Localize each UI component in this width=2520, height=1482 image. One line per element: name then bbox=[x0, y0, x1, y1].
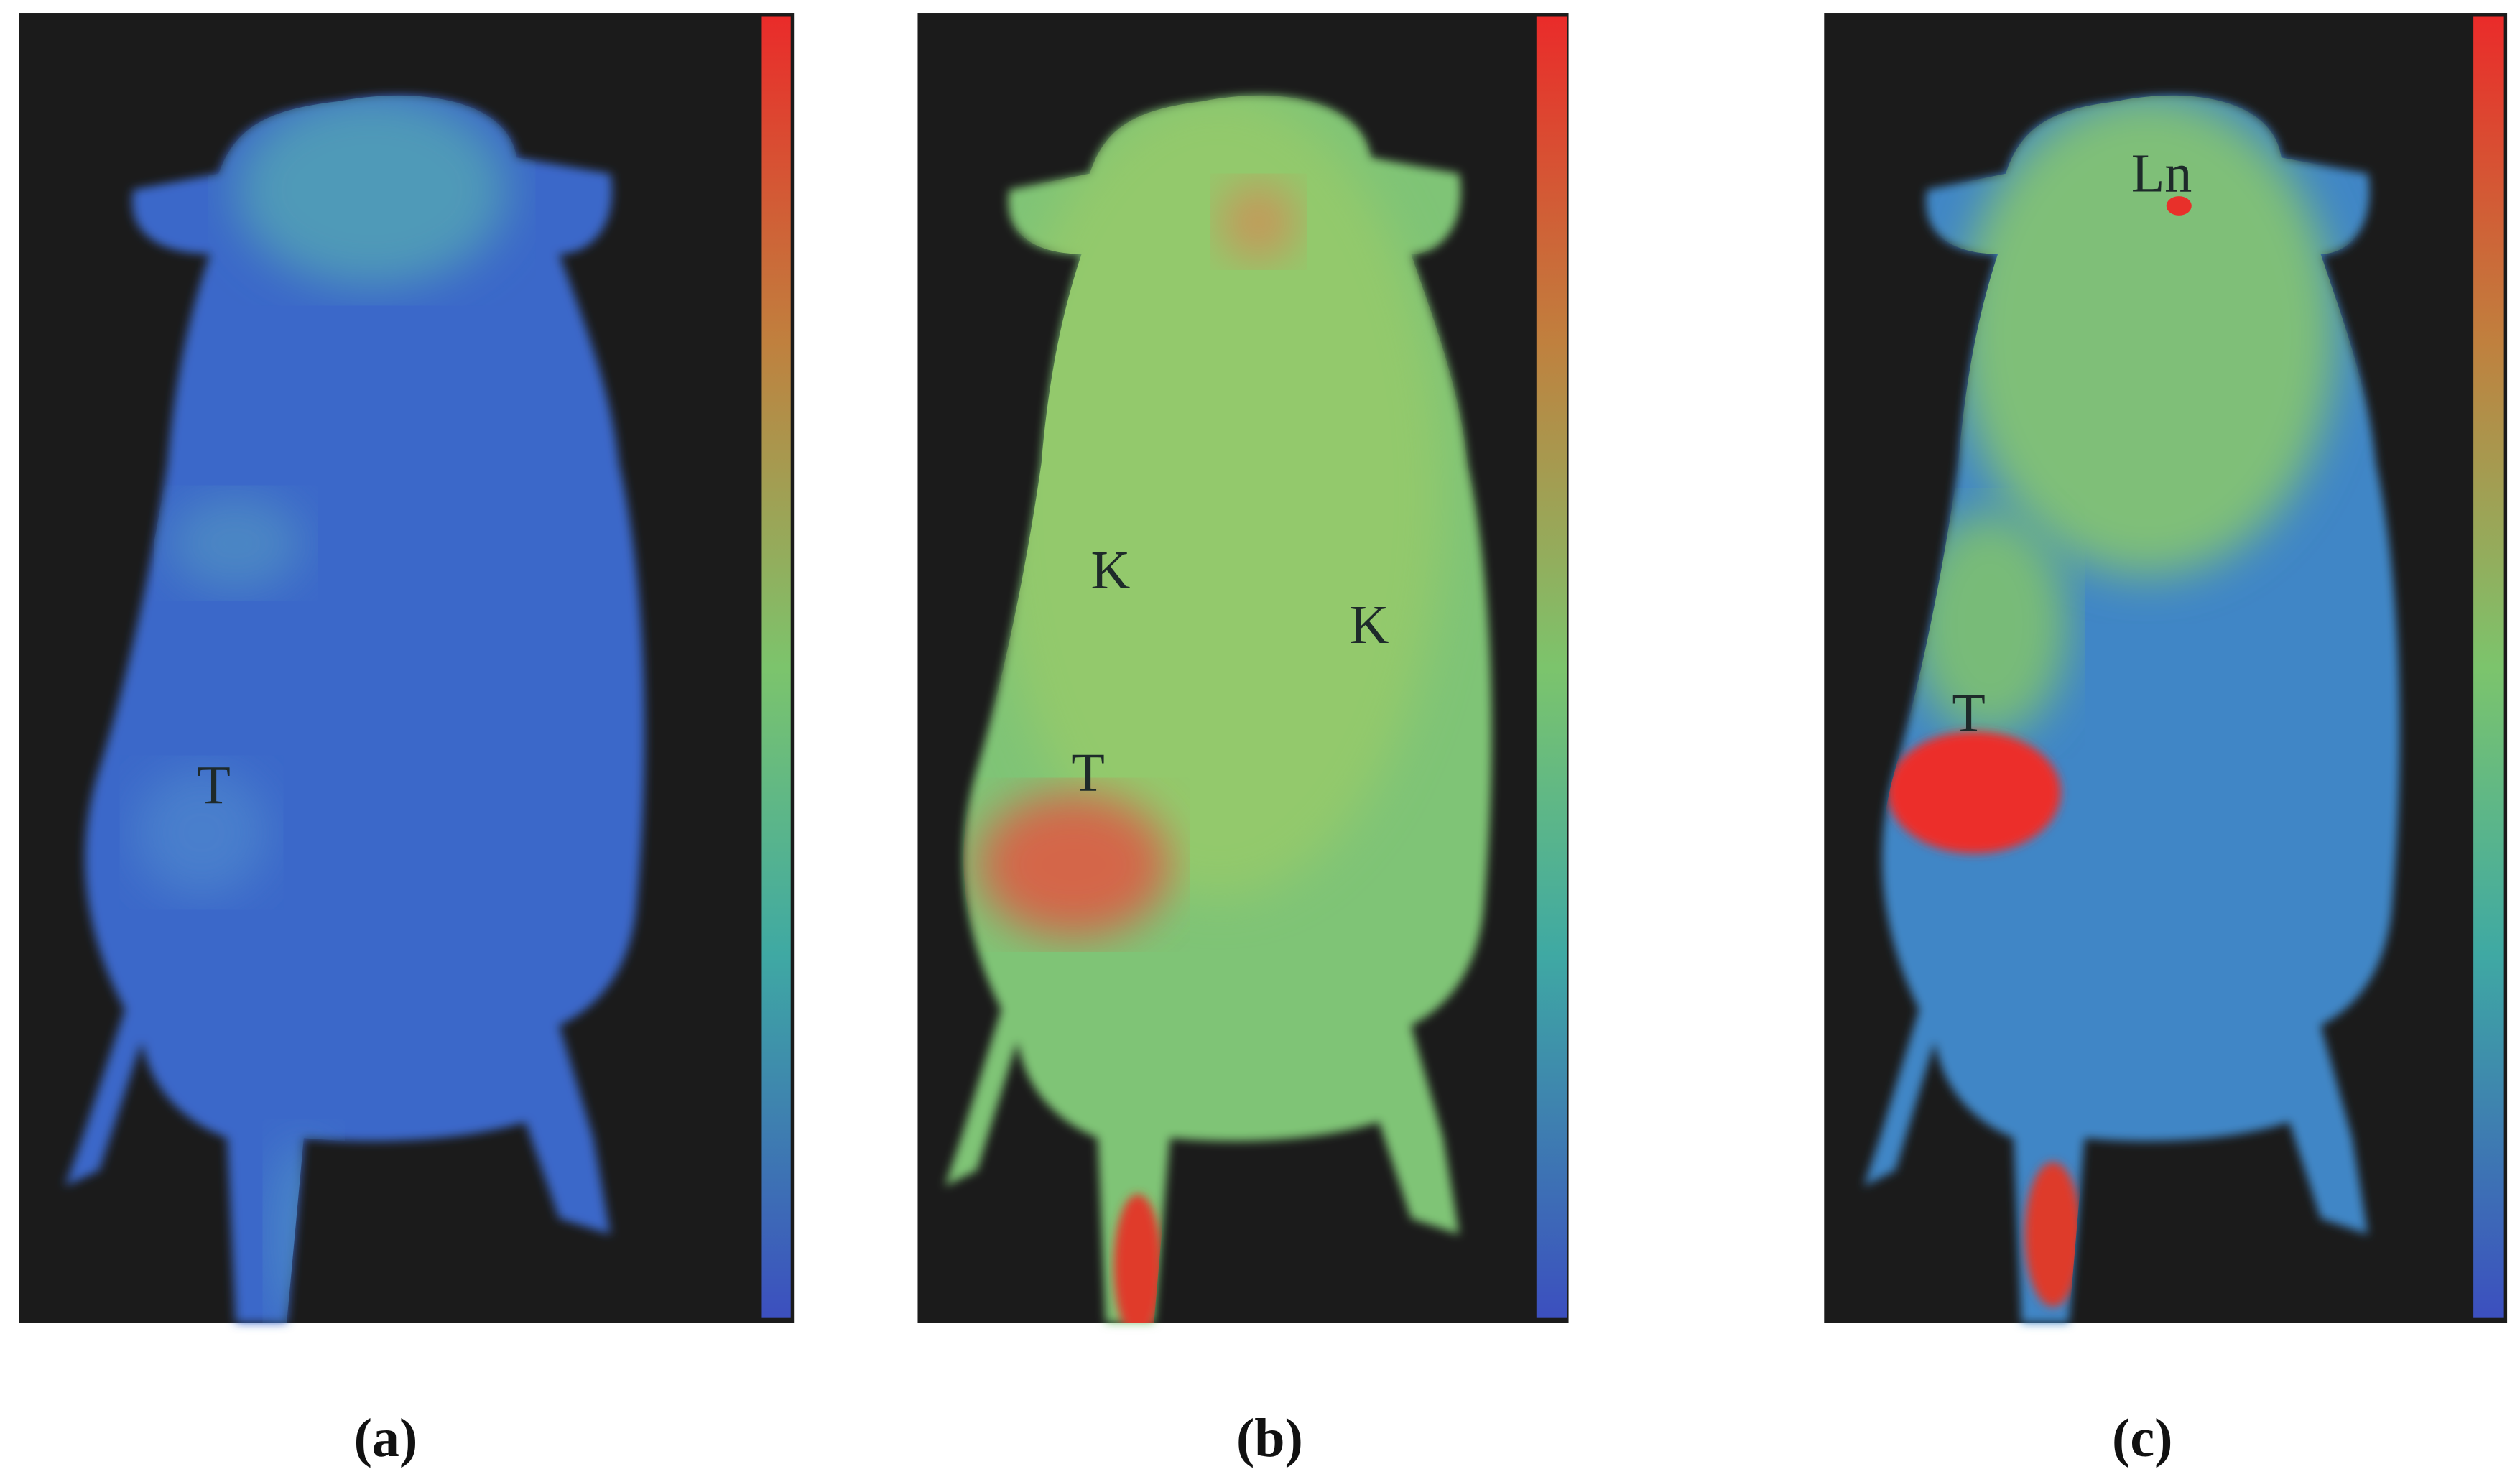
panel-b: K K T (b) bbox=[917, 13, 1569, 1468]
color-bar bbox=[1536, 16, 1567, 1318]
region-label: T bbox=[1071, 743, 1104, 803]
mouse-image bbox=[65, 95, 645, 1323]
mouse-image bbox=[1863, 95, 2400, 1323]
color-bar bbox=[2473, 16, 2504, 1318]
panel-caption: (c) bbox=[2112, 1408, 2172, 1468]
region-label: K bbox=[1350, 595, 1389, 655]
region-label: K bbox=[1090, 540, 1130, 601]
color-bar bbox=[761, 16, 791, 1318]
region-label: Ln bbox=[2131, 143, 2192, 203]
region-label: T bbox=[197, 756, 230, 816]
panel-a: T (a) bbox=[19, 13, 795, 1468]
panel-caption: (b) bbox=[1236, 1408, 1303, 1468]
panel-caption: (a) bbox=[354, 1408, 418, 1468]
panel-c: Ln T (c) bbox=[1824, 13, 2508, 1468]
region-label: T bbox=[1952, 683, 1985, 744]
mouse-image bbox=[945, 95, 1492, 1323]
